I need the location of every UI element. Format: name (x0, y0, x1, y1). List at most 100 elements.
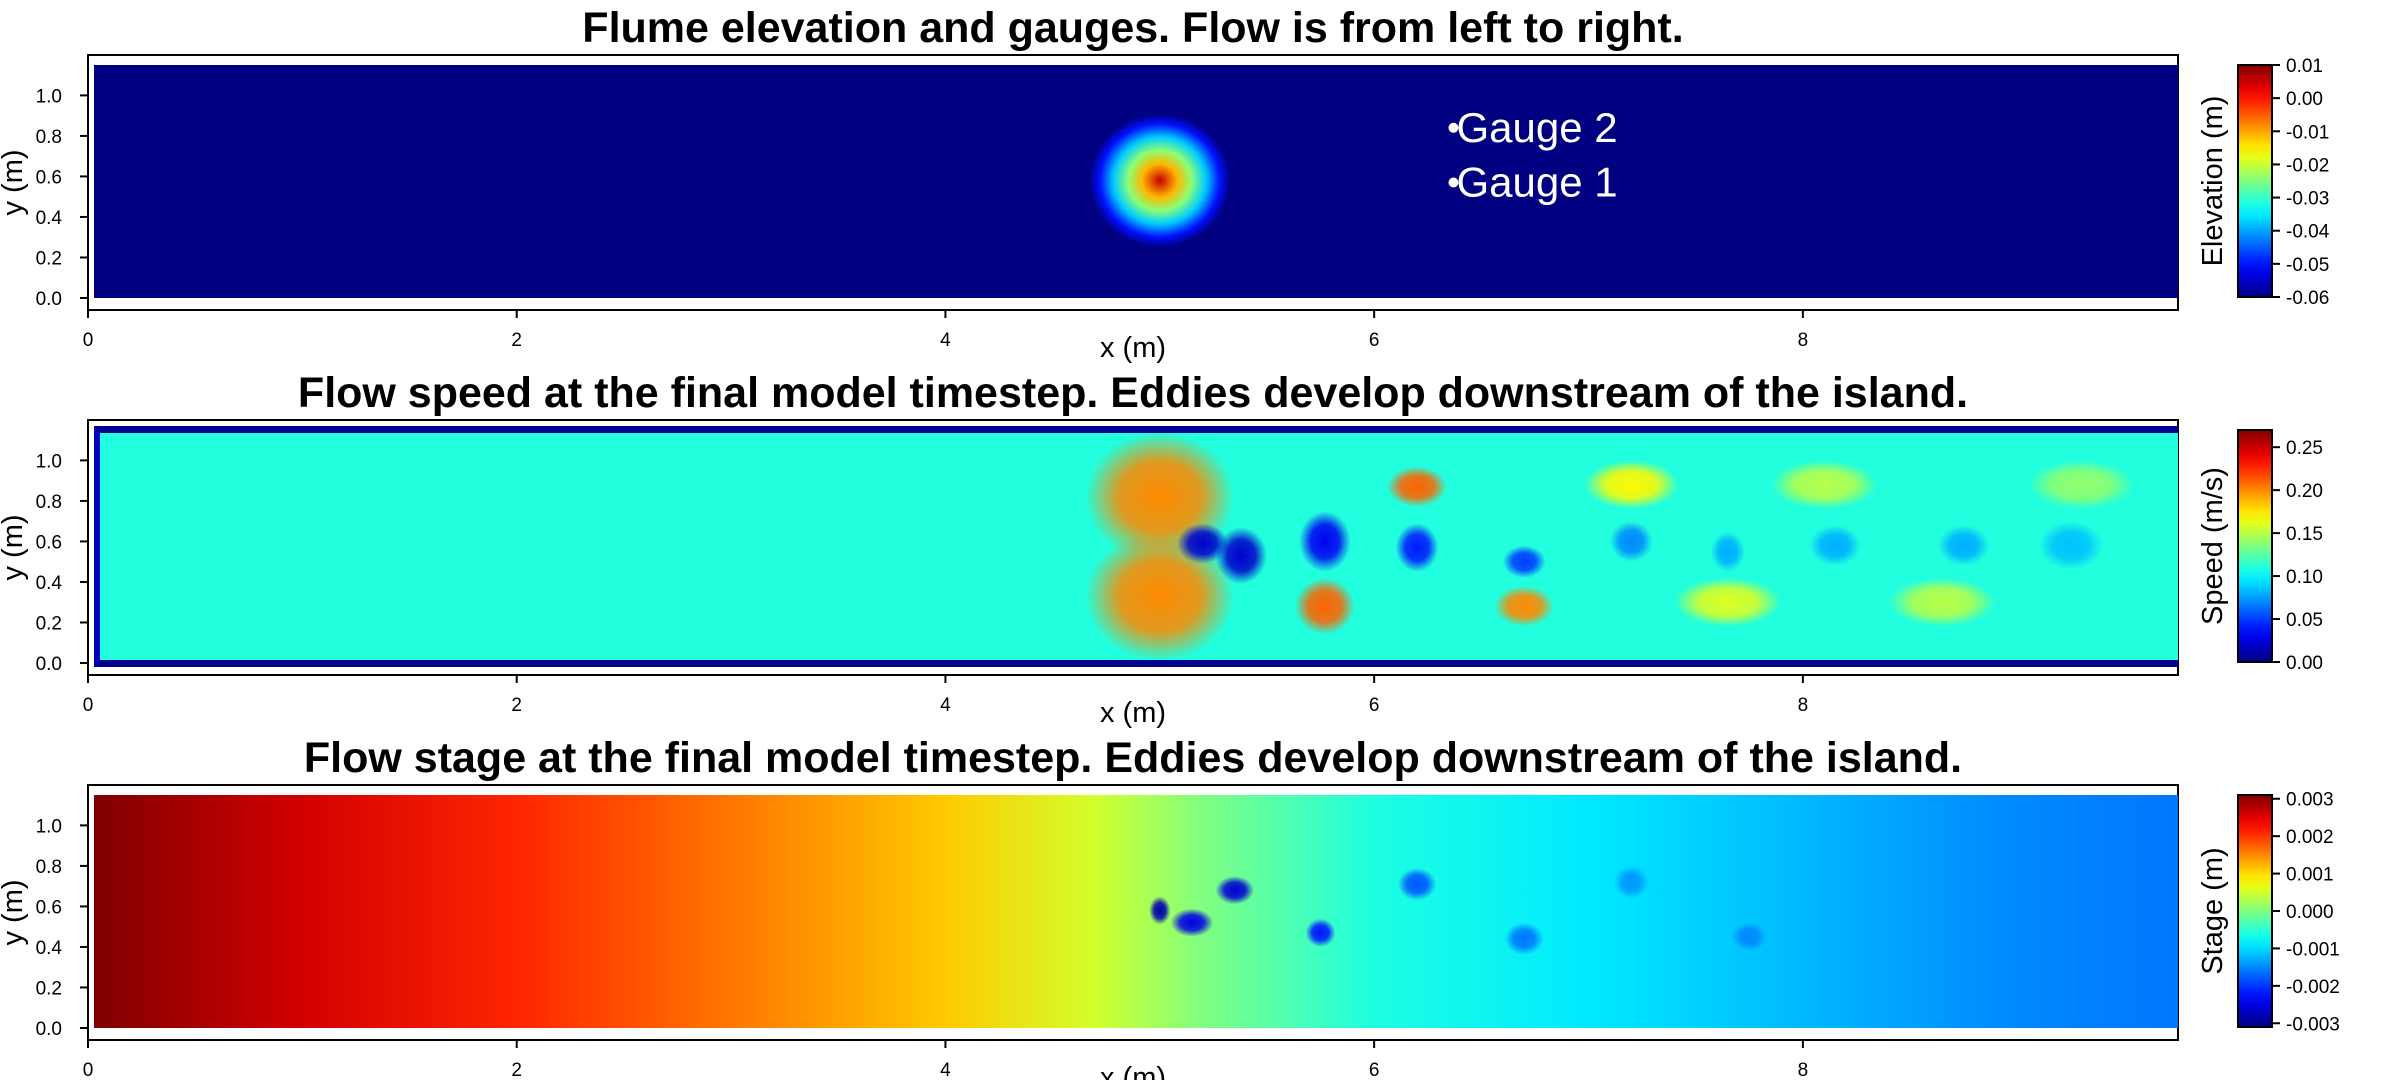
chart-title: Flume elevation and gauges. Flow is from… (582, 4, 1683, 52)
colorbar-tick-label: -0.03 (2286, 189, 2329, 210)
x-axis-label: x (m) (1100, 1062, 1166, 1080)
colorbar-tick-label: -0.06 (2286, 288, 2329, 309)
y-tick-label: 0.0 (36, 654, 62, 675)
y-tick-label: 0.6 (36, 897, 62, 918)
eddy (1732, 922, 1767, 952)
stage-gradient (94, 795, 2178, 1028)
colorbar-tick-label: -0.003 (2286, 1014, 2340, 1035)
colorbar-tick-label: -0.04 (2286, 222, 2330, 243)
wall-top (94, 426, 2178, 433)
y-tick-label: 0.8 (36, 127, 62, 148)
eddy (1305, 918, 1336, 947)
eddy (1170, 908, 1214, 937)
gauge-point (1448, 122, 1459, 133)
eddy (1294, 577, 1355, 635)
eddy (1888, 577, 1996, 627)
x-tick-label: 2 (511, 330, 522, 351)
colorbar (2237, 794, 2273, 1028)
panel-1: Flume elevation and gauges. Flow is from… (0, 4, 2330, 364)
colorbar (2237, 429, 2273, 663)
colorbar-tick-label: 0.002 (2286, 827, 2334, 848)
y-axis-label: y (m) (0, 514, 29, 580)
colorbar-tick-label: -0.02 (2286, 155, 2329, 176)
island (1089, 113, 1231, 248)
colorbar-tick-label: 0.01 (2286, 56, 2323, 77)
x-tick-label: 4 (940, 695, 951, 716)
x-tick-label: 6 (1369, 330, 1380, 351)
colorbar-label: Stage (m) (2197, 847, 2229, 974)
eddy (1710, 531, 1745, 572)
chart-title: Flow speed at the final model timestep. … (298, 369, 1968, 417)
x-axis-label: x (m) (1100, 332, 1166, 364)
gauge-label: Gauge 1 (1456, 159, 1617, 206)
y-tick-label: 1.0 (36, 816, 62, 837)
y-tick-label: 0.8 (36, 492, 62, 513)
eddy (1215, 876, 1255, 905)
x-axis-label: x (m) (1100, 697, 1166, 729)
y-tick-label: 0.0 (36, 289, 62, 310)
colorbar-tick-label: 0.001 (2286, 865, 2334, 886)
eddy (2038, 521, 2103, 570)
colorbar-tick-label: 0.15 (2286, 524, 2323, 545)
wall-inlet (94, 430, 100, 663)
colorbar-tick-label: 0.05 (2286, 610, 2323, 631)
x-tick-label: 6 (1369, 695, 1380, 716)
chart-title: Flow stage at the final model timestep. … (304, 734, 1962, 782)
panel-3: Flow stage at the final model timestep. … (0, 734, 2340, 1080)
heatmap-field (94, 65, 2178, 298)
eddy (1149, 896, 1171, 925)
eddy (1504, 922, 1544, 956)
colorbar-tick-label: -0.002 (2286, 977, 2340, 998)
panel-2: Flow speed at the final model timestep. … (0, 369, 2323, 729)
y-tick-label: 0.6 (36, 532, 62, 553)
colorbar (2237, 64, 2273, 298)
colorbar-tick-label: -0.01 (2286, 122, 2329, 143)
y-tick-label: 1.0 (36, 86, 62, 107)
y-axis-label: y (m) (0, 879, 29, 945)
x-tick-label: 8 (1798, 695, 1809, 716)
wall-bottom (94, 660, 2178, 667)
eddy (1176, 523, 1229, 564)
y-tick-label: 0.4 (36, 573, 63, 594)
y-tick-label: 0.4 (36, 208, 63, 229)
eddy (1395, 523, 1439, 572)
x-tick-label: 2 (511, 1060, 522, 1080)
x-tick-label: 0 (83, 330, 94, 351)
eddy (2027, 460, 2136, 510)
eddy (1084, 531, 1235, 661)
colorbar-tick-label: 0.00 (2286, 89, 2323, 110)
y-tick-label: 0.8 (36, 857, 62, 878)
y-tick-label: 0.0 (36, 1019, 62, 1040)
y-tick-label: 0.2 (36, 613, 62, 634)
eddy (1387, 466, 1448, 507)
gauge-point (1448, 177, 1459, 188)
y-tick-label: 0.4 (36, 938, 63, 959)
colorbar-tick-label: -0.001 (2286, 939, 2340, 960)
colorbar-label: Elevation (m) (2197, 96, 2229, 267)
gauge-label: Gauge 2 (1456, 104, 1617, 151)
y-tick-label: 0.2 (36, 248, 62, 269)
x-tick-label: 0 (83, 1060, 94, 1080)
y-tick-label: 1.0 (36, 451, 62, 472)
colorbar-tick-label: 0.003 (2286, 790, 2334, 811)
colorbar-tick-label: 0.00 (2286, 653, 2323, 674)
eddy (1502, 545, 1546, 578)
x-tick-label: 6 (1369, 1060, 1380, 1080)
eddy (1397, 867, 1437, 901)
colorbar-label: Speed (m/s) (2197, 467, 2229, 625)
y-tick-label: 0.2 (36, 978, 62, 999)
x-tick-label: 4 (940, 1060, 951, 1080)
eddy (1494, 586, 1555, 627)
eddy (1609, 521, 1653, 562)
heatmap-field (94, 795, 2178, 1028)
eddy (1937, 525, 1990, 566)
eddy (1299, 511, 1351, 572)
eddy (1809, 525, 1861, 566)
heatmap-field (94, 430, 2178, 663)
eddy (1674, 577, 1782, 627)
x-tick-label: 8 (1798, 1060, 1809, 1080)
eddy (1614, 865, 1649, 899)
eddy (1584, 460, 1679, 510)
y-tick-label: 0.6 (36, 167, 62, 188)
